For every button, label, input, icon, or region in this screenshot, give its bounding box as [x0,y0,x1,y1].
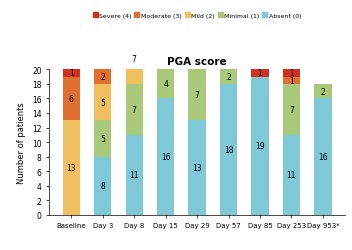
Bar [283,77,300,84]
Bar [283,135,300,215]
Bar [63,70,80,77]
Text: 8: 8 [100,182,105,190]
Bar [126,135,143,215]
Bar [126,34,143,84]
Bar [314,99,332,215]
Bar [126,84,143,135]
Text: 13: 13 [192,164,202,172]
Text: 19: 19 [255,142,265,150]
Bar [94,70,112,84]
Text: 1: 1 [258,69,262,78]
Text: 5: 5 [100,98,105,107]
Legend: Severe (4), Moderate (3), Mild (2), Minimal (1), Absent (0): Severe (4), Moderate (3), Mild (2), Mini… [90,10,304,21]
Text: 11: 11 [130,171,139,179]
Bar [220,84,237,215]
Bar [157,99,174,215]
Title: PGA score: PGA score [167,56,227,66]
Y-axis label: Number of patients: Number of patients [18,102,26,183]
Bar [63,77,80,121]
Text: 7: 7 [195,91,200,100]
Text: 16: 16 [318,152,328,162]
Bar [220,70,237,84]
Text: 7: 7 [132,106,137,114]
Text: 6: 6 [69,94,74,104]
Text: 13: 13 [67,164,76,172]
Text: 1: 1 [69,69,74,78]
Bar [283,70,300,77]
Bar [94,157,112,215]
Bar [188,70,206,121]
Bar [251,77,269,215]
Text: 16: 16 [161,152,170,162]
Text: 2: 2 [226,73,231,82]
Text: 18: 18 [224,145,233,154]
Bar [251,70,269,77]
Bar [157,70,174,99]
Bar [94,84,112,121]
Bar [188,121,206,215]
Text: 5: 5 [100,134,105,143]
Text: 1: 1 [289,69,294,78]
Bar [94,121,112,157]
Bar [314,84,332,99]
Bar [63,121,80,215]
Text: 11: 11 [287,171,296,179]
Text: 4: 4 [163,80,168,89]
Text: 2: 2 [321,87,325,96]
Text: 7: 7 [132,55,137,64]
Text: 2: 2 [100,73,105,82]
Text: 7: 7 [289,106,294,114]
Text: 1: 1 [289,76,294,85]
Bar [283,84,300,135]
